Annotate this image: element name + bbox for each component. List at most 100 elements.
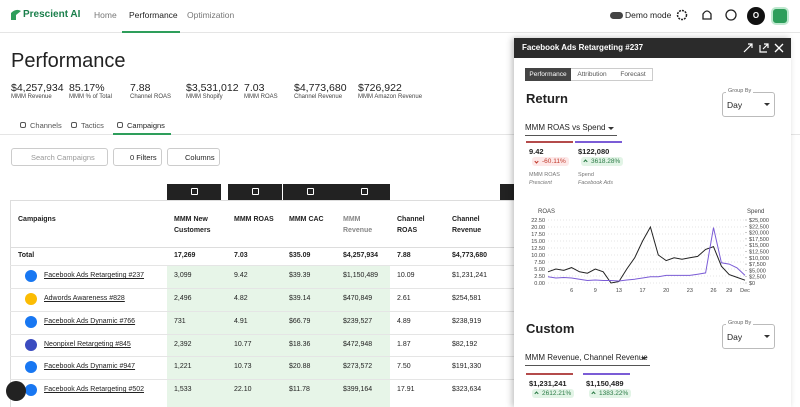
campaign-name[interactable]: Adwords Awareness #828 [44, 295, 125, 302]
nav-tab[interactable]: Performance [129, 10, 178, 20]
select-underline [525, 135, 617, 136]
y-tick-label: 10.00 [531, 253, 545, 259]
nav-bar [0, 0, 800, 33]
search-placeholder: Search Campaigns [31, 153, 95, 162]
column-header: Campaigns [18, 216, 56, 223]
metric-label: Channel Revenue [294, 94, 343, 100]
columns-button[interactable] [167, 148, 220, 166]
y-tick-label: 17.50 [531, 232, 545, 238]
collapse-icon [743, 43, 753, 53]
logo-icon [11, 9, 21, 20]
campaign-icon [25, 316, 37, 328]
search-box[interactable] [11, 148, 108, 166]
x-tick-label: 29 [726, 288, 732, 294]
tab[interactable]: Tactics [81, 121, 104, 130]
row-line [10, 379, 520, 380]
x-tick-label: 6 [570, 288, 573, 294]
metric-select[interactable]: MMM Revenue, Channel Revenue [525, 353, 648, 362]
tab[interactable]: Channels [30, 121, 62, 130]
columns-label: Columns [185, 153, 215, 162]
table-cell: $39.14 [289, 295, 311, 302]
table-cell: $323,634 [452, 386, 482, 393]
table-cell: $191,330 [452, 363, 482, 370]
table-cell: $1,150,489 [343, 272, 379, 279]
stat-value: $122,080 [578, 147, 610, 156]
dropdown-caret [764, 335, 770, 338]
y-tick-label: 15.00 [531, 239, 545, 245]
nav-tab[interactable]: Home [94, 10, 117, 20]
table-cell: $82,192 [452, 341, 478, 348]
table-cell: $472,948 [343, 341, 373, 348]
metric-value: 7.03 [244, 82, 265, 94]
campaign-name[interactable]: Facebook Ads Retargeting #237 [44, 272, 145, 279]
table-cell: 4.89 [397, 318, 411, 325]
table-cell: $39.39 [289, 272, 311, 279]
column-button-icon [252, 188, 259, 195]
change-badge: 3618.28% [581, 157, 624, 166]
row-line [10, 265, 520, 266]
column-button[interactable] [228, 184, 282, 200]
table-cell: 1.87 [397, 341, 411, 348]
column-button[interactable] [337, 184, 390, 200]
group-by-value: Day [727, 100, 743, 110]
stat-value: $1,150,489 [586, 379, 624, 388]
panel-tab[interactable]: Performance [525, 68, 571, 81]
row-line [10, 288, 520, 289]
column-header: Channel ROAS [397, 216, 425, 234]
stat-accent [526, 141, 573, 143]
campaign-name[interactable]: Facebook Ads Retargeting #502 [44, 386, 145, 393]
logo-mark [11, 9, 21, 20]
metric-value: 85.17% [69, 82, 105, 94]
tab-icon [117, 122, 123, 128]
metric-label: MMM Revenue [11, 94, 52, 100]
y-tick-label: 22.50 [531, 218, 545, 224]
y2-tick-label: $2,500 [749, 275, 766, 281]
metric-value: $3,531,012 [186, 82, 239, 94]
campaign-name[interactable]: Facebook Ads Dynamic #947 [44, 363, 136, 370]
table-cell: 4.82 [234, 295, 248, 302]
table-cell: 22.10 [234, 386, 252, 393]
table-cell: 10.77 [234, 341, 252, 348]
filters-button[interactable] [113, 148, 162, 166]
campaign-icon [25, 339, 37, 351]
select-underline [525, 365, 650, 366]
column-button[interactable] [283, 184, 337, 200]
stat-label: Spend [578, 172, 594, 178]
tab-icon [20, 122, 26, 128]
table-cell: $1,231,241 [452, 272, 488, 279]
series-line [547, 227, 746, 282]
x-tick-label: 20 [663, 288, 669, 294]
table-cell: 2,496 [174, 295, 192, 302]
row-line [10, 334, 520, 335]
total-cell: Total [18, 252, 35, 259]
panel-header [514, 38, 791, 58]
y-axis-title: ROAS [538, 209, 555, 215]
panel-tab[interactable]: Forecast [620, 71, 646, 78]
campaign-name[interactable]: Neonpixel Retargeting #845 [44, 341, 131, 348]
y-tick-label: 0.00 [534, 281, 545, 287]
column-button[interactable] [167, 184, 221, 200]
table-cell: 17.91 [397, 386, 415, 393]
x-tick-label: 23 [687, 288, 693, 294]
nav-tab[interactable]: Optimization [187, 10, 235, 20]
table-cell: 7.50 [397, 363, 411, 370]
campaign-name[interactable]: Facebook Ads Dynamic #766 [44, 318, 136, 325]
panel-header-icons [743, 43, 784, 53]
x-tick-label: 13 [616, 288, 622, 294]
y2-tick-label: $25,000 [749, 218, 769, 224]
close-icon [774, 43, 784, 53]
avatar[interactable]: O [747, 7, 765, 25]
table-cell: 2.61 [397, 295, 411, 302]
change-badge: -60.11% [532, 157, 569, 166]
app-icon[interactable] [771, 7, 789, 25]
tab[interactable]: Campaigns [127, 121, 165, 130]
table-cell: $273,572 [343, 363, 373, 370]
row-line [10, 356, 520, 357]
metric-select[interactable]: MMM ROAS vs Spend [525, 123, 606, 132]
panel-tab[interactable]: Attribution [577, 71, 607, 78]
column-button-icon [191, 188, 198, 195]
chat-button[interactable] [6, 381, 26, 401]
dropdown-caret [764, 103, 770, 106]
toggle[interactable] [610, 12, 623, 19]
